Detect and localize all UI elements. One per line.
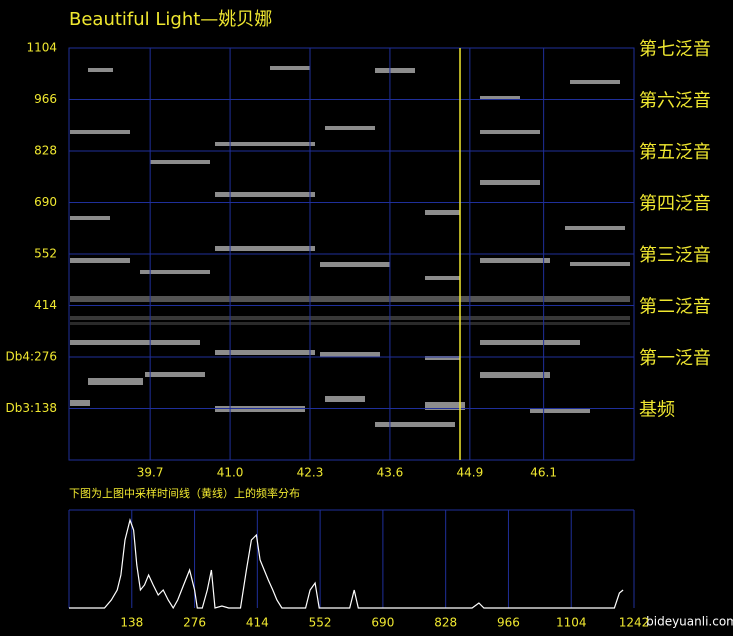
frequency-line <box>69 517 624 610</box>
harmonic-label: 第五泛音 <box>639 142 711 163</box>
y-tick-label: Db4:276 <box>6 350 57 364</box>
x-tick-label: 828 <box>434 616 457 630</box>
y-tick-label: Db3:138 <box>6 401 57 415</box>
x-tick-label: 44.9 <box>456 466 483 480</box>
harmonic-label: 第二泛音 <box>639 297 711 318</box>
watermark: bideyuanli.com <box>646 615 733 629</box>
x-tick-label: 41.0 <box>217 466 244 480</box>
spectrogram-texture <box>70 66 630 427</box>
x-tick-label: 1104 <box>556 616 587 630</box>
x-tick-label: 42.3 <box>297 466 324 480</box>
x-tick-label: 552 <box>309 616 332 630</box>
y-tick-label: 690 <box>34 195 57 209</box>
harmonic-label: 第三泛音 <box>639 245 711 266</box>
x-tick-label: 276 <box>183 616 206 630</box>
harmonic-label: 基频 <box>639 400 675 421</box>
y-tick-label: 414 <box>34 298 57 312</box>
x-tick-label: 414 <box>246 616 269 630</box>
x-tick-label: 138 <box>120 616 143 630</box>
x-tick-label: 39.7 <box>137 466 164 480</box>
y-tick-label: 552 <box>34 247 57 261</box>
x-tick-label: 690 <box>371 616 394 630</box>
caption: 下图为上图中采样时间线（黄线）上的频率分布 <box>69 486 300 500</box>
title: Beautiful Light—姚贝娜 <box>69 9 272 30</box>
harmonic-label: 第一泛音 <box>639 348 711 369</box>
x-tick-label: 1242 <box>619 616 650 630</box>
harmonic-label: 第四泛音 <box>639 194 711 215</box>
y-tick-label: 828 <box>34 144 57 158</box>
y-tick-label: 966 <box>34 92 57 106</box>
x-tick-label: 46.1 <box>530 466 557 480</box>
x-tick-label: 966 <box>497 616 520 630</box>
harmonic-label: 第七泛音 <box>639 39 711 60</box>
x-tick-label: 43.6 <box>377 466 404 480</box>
harmonic-label: 第六泛音 <box>639 91 711 112</box>
y-tick-label: 1104 <box>26 41 57 55</box>
